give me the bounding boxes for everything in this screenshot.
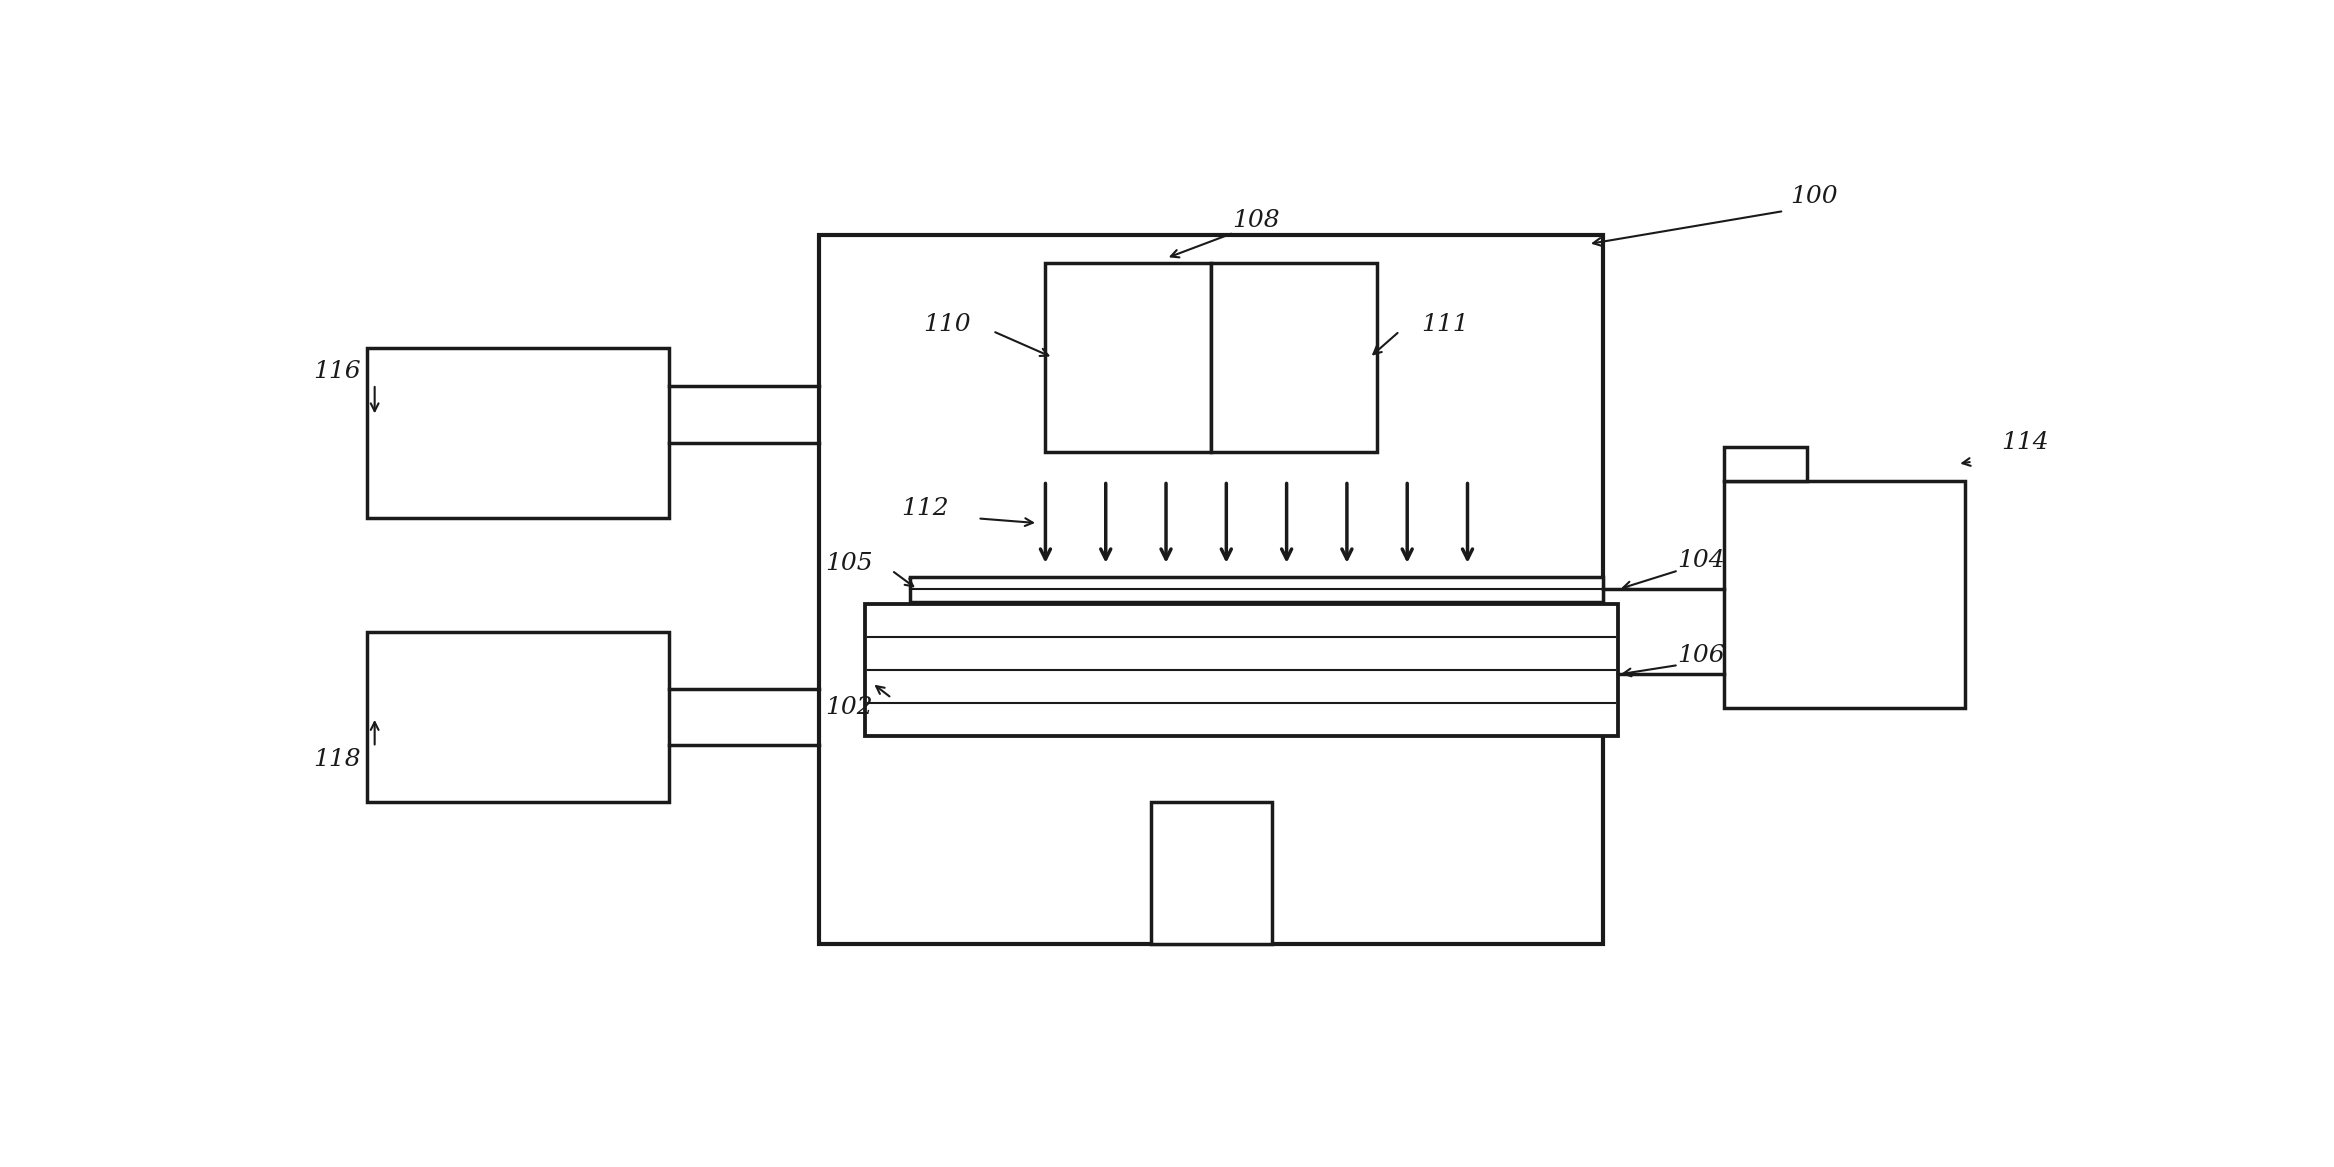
Bar: [366, 348, 668, 518]
Bar: [1725, 481, 1965, 707]
Text: 105: 105: [826, 552, 873, 575]
Text: 104: 104: [1678, 550, 1725, 573]
Text: 111: 111: [1421, 313, 1468, 336]
Bar: [1151, 802, 1272, 944]
Text: 112: 112: [901, 497, 948, 520]
Bar: [1046, 263, 1211, 452]
Bar: [366, 631, 668, 802]
Text: 110: 110: [924, 313, 971, 336]
Bar: [819, 235, 1603, 944]
Bar: [910, 576, 1603, 602]
Text: 106: 106: [1678, 644, 1725, 668]
Bar: [1211, 263, 1377, 452]
Bar: [1725, 447, 1807, 481]
Text: 102: 102: [826, 696, 873, 719]
Bar: [864, 603, 1617, 736]
Text: 118: 118: [313, 748, 362, 771]
Text: 108: 108: [1232, 209, 1281, 232]
Text: 116: 116: [313, 361, 362, 383]
Text: 114: 114: [2003, 432, 2049, 454]
Text: 100: 100: [1790, 186, 1837, 208]
